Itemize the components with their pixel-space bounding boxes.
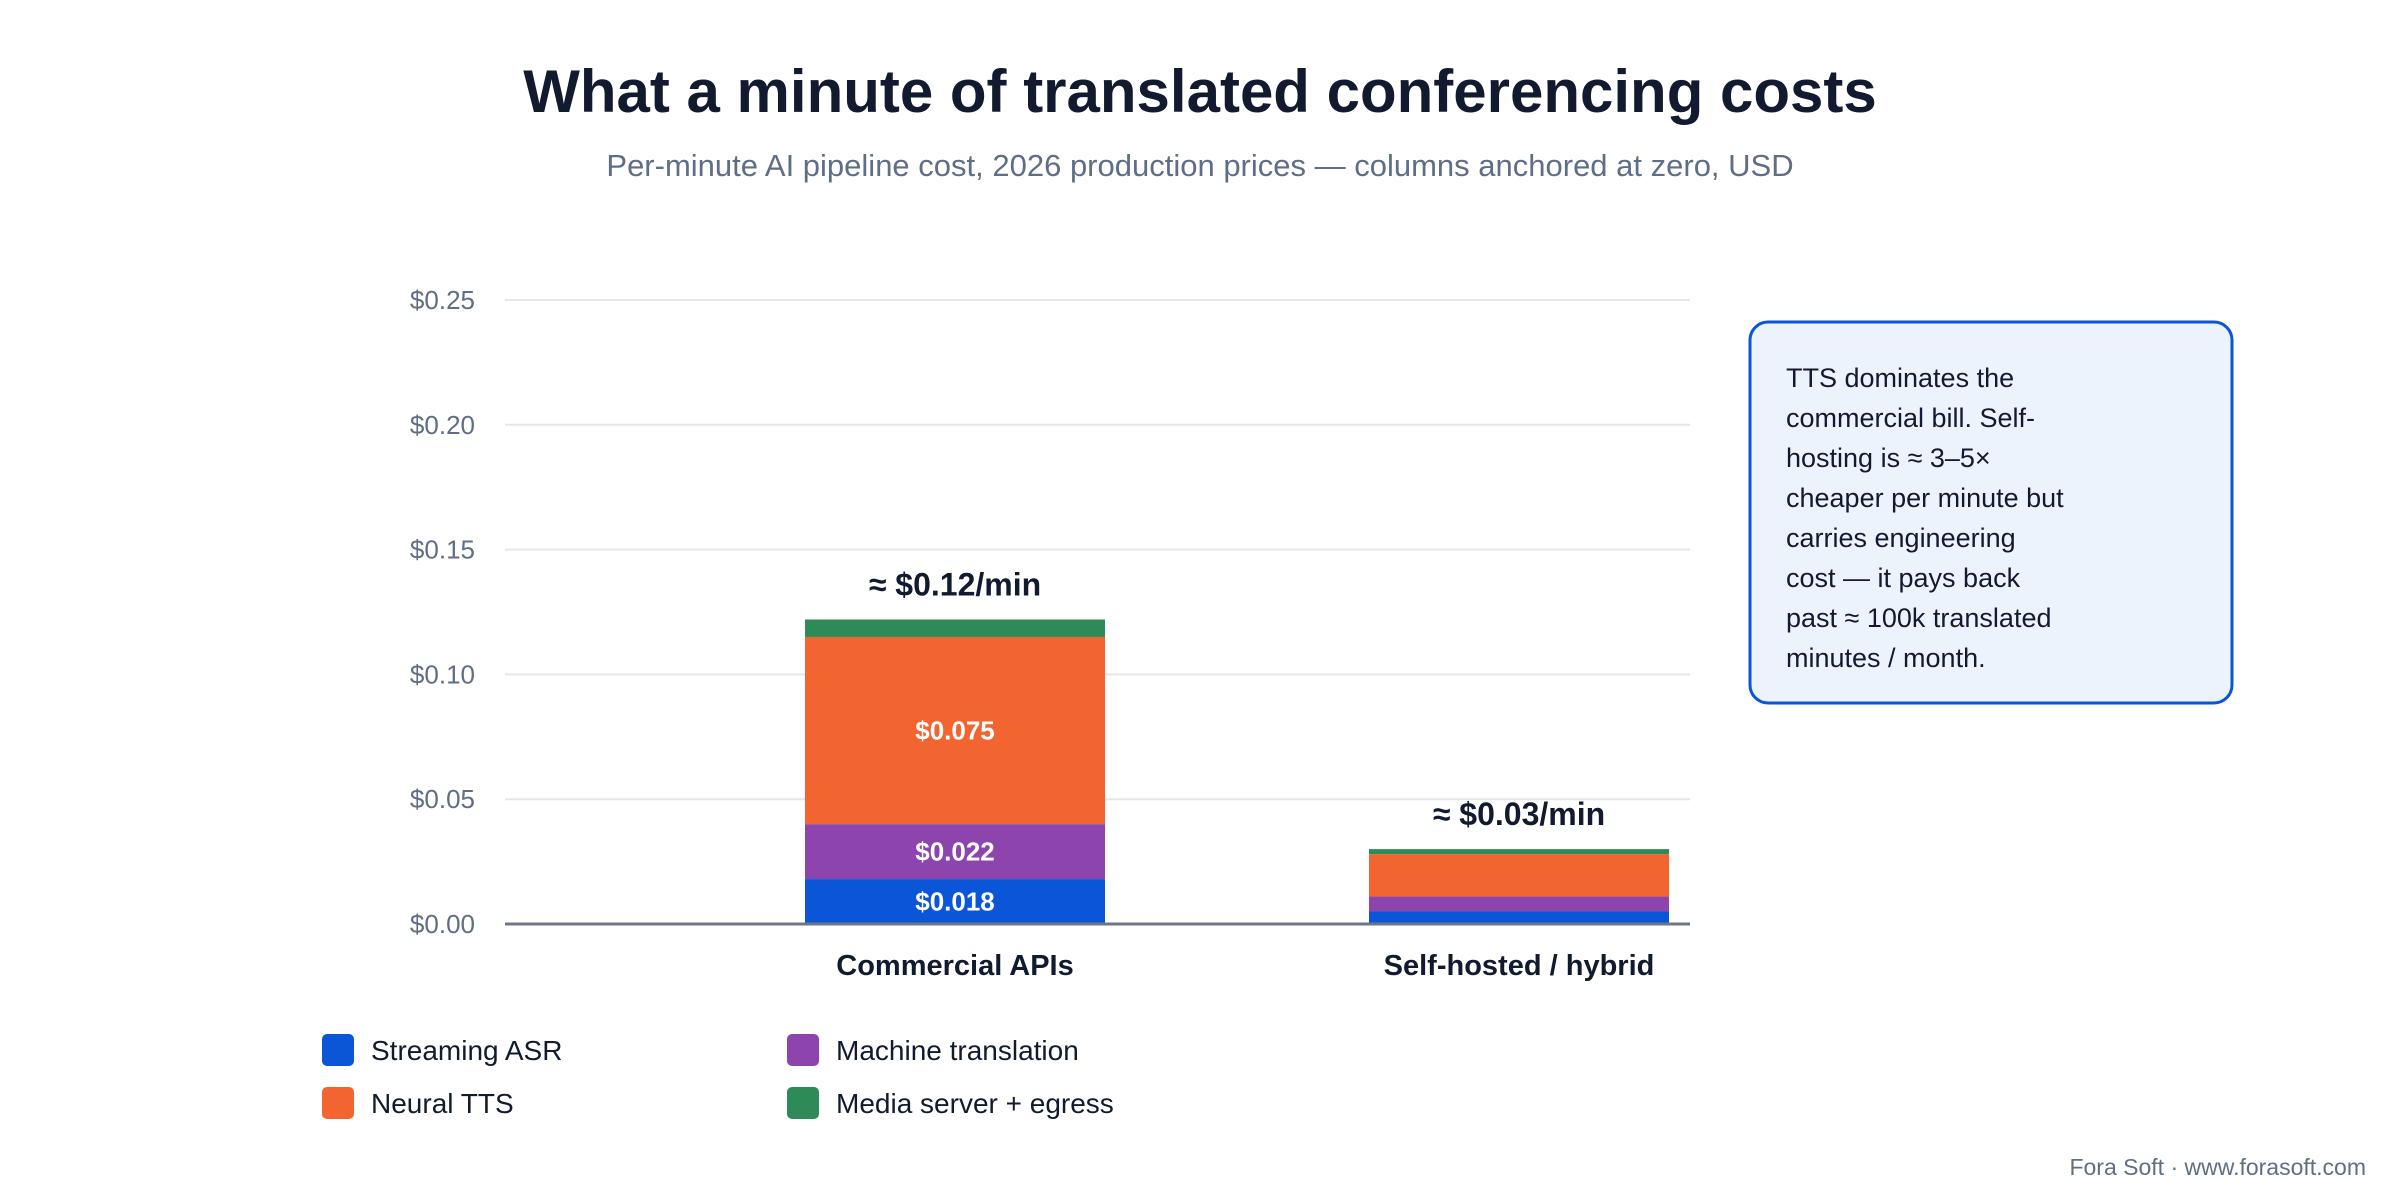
annotation-line: minutes / month. (1786, 643, 1986, 673)
annotation-line: cheaper per minute but (1786, 483, 2064, 513)
bar-segment-media-server-egress (805, 619, 1105, 637)
legend-swatch (787, 1034, 819, 1066)
chart-subtitle: Per-minute AI pipeline cost, 2026 produc… (606, 148, 1793, 183)
y-tick-label: $0.25 (410, 285, 475, 315)
bar-segment-machine-translation (1369, 896, 1669, 912)
total-labels: ≈ $0.12/min ≈ $0.03/min (869, 566, 1605, 832)
bar-segment-machine-translation (805, 824, 1105, 880)
legend-item: Neural TTS (322, 1087, 514, 1119)
legend-label: Neural TTS (371, 1088, 514, 1119)
legend-item: Machine translation (787, 1034, 1079, 1066)
annotation-box: TTS dominates the commercial bill. Self-h… (1748, 320, 2234, 705)
legend-label: Streaming ASR (371, 1035, 562, 1066)
footer-credit: Fora Soft · www.forasoft.com (2069, 1154, 2366, 1180)
y-tick-label: $0.00 (410, 909, 475, 939)
y-tick-label: $0.15 (410, 535, 475, 565)
annotation-line: cost — it pays back (1786, 563, 2021, 593)
y-axis-ticks: $0.00 $0.05 $0.10 $0.15 $0.20 $0.25 (410, 285, 475, 939)
segment-value-label: $0.075 (915, 716, 995, 746)
annotation-text: TTS dominates the commercial bill. Self-h… (1786, 363, 2064, 673)
legend-label: Media server + egress (836, 1088, 1114, 1119)
legend: Streaming ASR Machine translation Neural T… (322, 1034, 1114, 1119)
segment-labels: $0.018 $0.022 $0.075 (915, 716, 995, 917)
legend-label: Machine translation (836, 1035, 1079, 1066)
y-tick-label: $0.10 (410, 659, 475, 689)
bar-segment-media-server-egress (1369, 849, 1669, 855)
chart-title: What a minute of translated conferencing… (523, 58, 1877, 125)
bar-segment-streaming-asr (1369, 911, 1669, 924)
grid (505, 299, 1690, 801)
bar-segment-neural-tts (1369, 854, 1669, 897)
legend-swatch (787, 1087, 819, 1119)
legend-swatch (322, 1034, 354, 1066)
category-labels: Commercial APIs Self-hosted / hybrid (836, 950, 1654, 982)
x-category-label: Commercial APIs (836, 950, 1073, 982)
segment-value-label: $0.022 (915, 837, 995, 867)
bar-total-label: ≈ $0.03/min (1433, 796, 1605, 832)
segment-value-label: $0.018 (915, 887, 995, 917)
annotation-line: past ≈ 100k translated (1786, 603, 2051, 633)
annotation-line: commercial bill. Self- (1786, 403, 2035, 433)
annotation-line: TTS dominates the (1786, 363, 2014, 393)
y-tick-label: $0.20 (410, 410, 475, 440)
legend-item: Media server + egress (787, 1087, 1114, 1119)
annotation-line: carries engineering (1786, 523, 2016, 553)
y-tick-label: $0.05 (410, 784, 475, 814)
annotation-background (1748, 320, 2234, 705)
bar-segment-neural-tts (805, 636, 1105, 825)
bars (805, 619, 1669, 924)
legend-item: Streaming ASR (322, 1034, 562, 1066)
bar-total-label: ≈ $0.12/min (869, 566, 1041, 602)
annotation-line: hosting is ≈ 3–5× (1786, 443, 1991, 473)
x-category-label: Self-hosted / hybrid (1384, 950, 1655, 982)
legend-swatch (322, 1087, 354, 1119)
bar-segment-streaming-asr (805, 879, 1105, 924)
